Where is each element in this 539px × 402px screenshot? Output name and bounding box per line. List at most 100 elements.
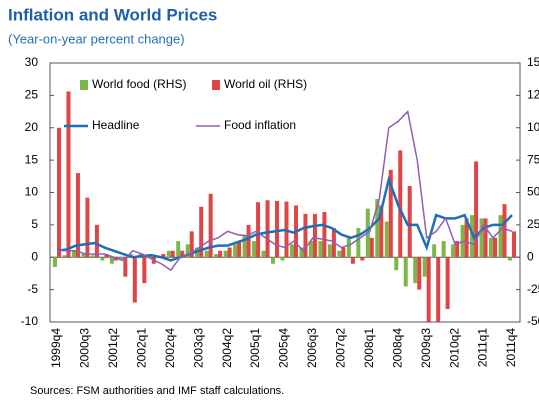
x-tick-label: 2009q3 [419,328,433,368]
bar [350,257,355,264]
legend-swatch [80,80,88,90]
bar [199,206,204,258]
bar [346,237,351,258]
bar [308,241,313,258]
bar [455,241,460,258]
legend-label: Food inflation [224,118,296,132]
bar [318,241,323,258]
bar [422,257,427,277]
bar [132,257,137,303]
bar [498,215,503,258]
bar [170,250,175,258]
x-tick-label: 2005q4 [277,328,291,368]
x-tick-label: 2011q4 [504,328,518,367]
bar [493,237,498,258]
bar [265,200,270,258]
bar [53,257,57,267]
bar [66,91,71,258]
bar [71,250,76,258]
x-tick-label: 2011q1 [476,328,490,367]
y2-tick-label: 75 [527,152,539,166]
bar [403,257,408,287]
bar [252,241,257,258]
bar [85,197,90,258]
bar [322,211,327,258]
bar [289,244,294,258]
bar [275,200,280,258]
bar [246,224,251,258]
x-tick-label: 2001q2 [106,328,120,368]
bar [100,257,105,261]
y-tick-label: 25 [25,88,39,102]
chart-subtitle: (Year-on-year percent change) [8,31,185,46]
bar [280,257,285,261]
chart-title: Inflation and World Prices [8,5,217,24]
y-tick-label: 15 [25,152,39,166]
y-tick-label: 20 [25,120,39,134]
bar [223,250,228,258]
bar [413,257,418,284]
x-tick-label: 2002q4 [163,328,177,368]
bar [119,257,124,261]
bar [432,244,437,258]
x-tick-label: 2000q3 [78,328,92,368]
source-note: Sources: FSM authorities and IMF staff c… [30,385,284,397]
x-tick-label: 2002q1 [134,328,148,368]
x-tick-label: 2004q2 [220,328,234,368]
bar [214,254,219,258]
y-tick-label: 30 [25,55,39,69]
bar [502,204,507,258]
bar [113,257,118,261]
y-tick-label: -10 [21,314,39,328]
bar [271,257,276,264]
legend-label: Headline [92,118,140,132]
bar [176,241,181,258]
bar [483,218,488,258]
bar [180,250,185,258]
y2-tick-label: 50 [527,185,539,199]
bar [426,257,431,322]
bar [512,231,516,258]
bar [142,257,147,284]
y2-tick-label: 0 [527,249,534,263]
bar [218,250,223,258]
bar [436,257,441,322]
y2-tick-label: 25 [527,217,539,231]
bar [208,193,213,258]
bar [356,228,361,258]
bar [233,244,238,258]
y2-tick-label: 125 [527,88,539,102]
bar [62,255,67,258]
y-tick-label: 5 [31,217,38,231]
bar [464,218,469,258]
y2-tick-label: -25 [527,282,539,296]
bar [227,247,232,258]
bar [161,254,166,258]
bar [109,257,114,264]
x-tick-label: 2008q1 [362,328,376,368]
y-tick-label: -5 [27,282,38,296]
bar [90,255,95,258]
bar [474,161,479,258]
bar [341,247,346,258]
y-tick-label: 0 [31,249,38,263]
bar [388,169,393,258]
x-tick-label: 2003q3 [191,328,205,368]
bar [417,257,422,290]
bar [185,244,190,258]
bar [375,198,380,258]
y2-tick-label: -50 [527,314,539,328]
bar [242,234,247,258]
bar [379,205,384,258]
bar [360,257,365,261]
x-tick-label: 2008q4 [390,328,404,368]
bar [237,241,242,258]
bar [327,244,332,258]
bar [81,254,86,258]
bar [312,213,317,258]
bar [104,254,109,258]
bar [204,250,209,258]
x-tick-label: 2006q3 [305,328,319,368]
x-tick-label: 2010q2 [447,328,461,368]
